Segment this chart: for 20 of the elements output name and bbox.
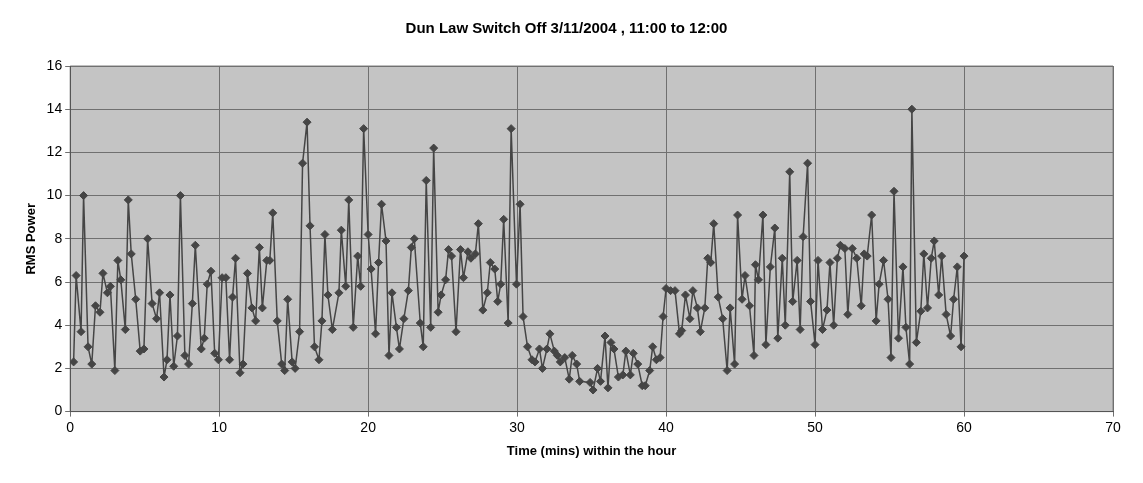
- y-tick-label: 16: [46, 56, 63, 73]
- x-tick-label: 20: [360, 418, 377, 435]
- y-tick-label: 10: [46, 186, 63, 203]
- y-tick-label: 4: [54, 316, 63, 333]
- chart-title: Dun Law Switch Off 3/11/2004 , 11:00 to 12:00: [405, 19, 728, 37]
- x-axis-title: Time (mins) within the hour: [506, 442, 677, 458]
- x-tick-label: 10: [211, 418, 228, 435]
- y-tick-label: 12: [46, 143, 63, 160]
- y-axis-title: RMS Power: [23, 203, 39, 275]
- x-tick-label: 70: [1105, 418, 1121, 435]
- y-tick-label: 8: [54, 229, 63, 246]
- y-tick-label: 6: [54, 272, 63, 289]
- x-tick-label: 30: [509, 418, 526, 435]
- x-tick-label: 50: [807, 418, 824, 435]
- y-tick-label: 14: [46, 100, 63, 117]
- x-tick-label: 0: [66, 418, 75, 435]
- x-tick-label: 60: [956, 418, 973, 435]
- x-tick-label: 40: [658, 418, 675, 435]
- y-tick-label: 2: [54, 359, 63, 376]
- y-tick-label: 0: [54, 402, 63, 419]
